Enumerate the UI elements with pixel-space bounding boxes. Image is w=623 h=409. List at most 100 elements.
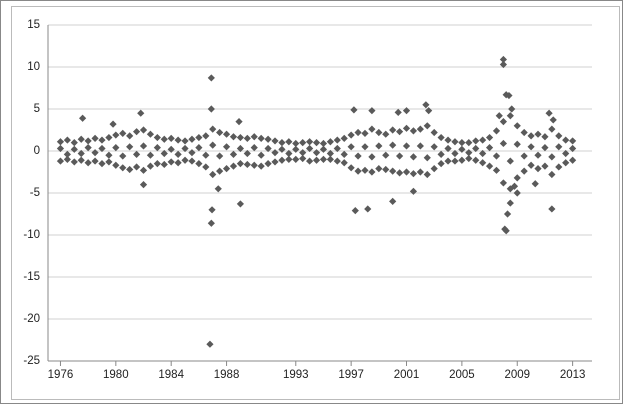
point: [562, 136, 570, 144]
point: [375, 165, 383, 173]
point: [368, 153, 376, 161]
point: [312, 149, 321, 157]
point: [350, 106, 358, 114]
point: [534, 165, 542, 173]
point: [506, 185, 514, 193]
point: [416, 142, 424, 150]
point: [485, 133, 494, 142]
point: [472, 156, 480, 164]
y-tick-label: -15: [23, 271, 40, 283]
point: [541, 144, 549, 152]
point: [451, 149, 459, 158]
point: [548, 205, 556, 213]
point: [299, 149, 307, 157]
point: [188, 135, 196, 143]
point: [437, 160, 445, 168]
point: [195, 133, 203, 142]
y-tick-label: -5: [30, 187, 40, 199]
y-tick-label: 0: [34, 145, 40, 157]
point: [250, 161, 258, 169]
point: [333, 144, 341, 153]
point: [222, 130, 231, 138]
point: [98, 136, 106, 144]
point: [209, 141, 217, 149]
point: [409, 170, 418, 178]
point: [153, 133, 161, 142]
point: [368, 168, 376, 176]
point: [132, 128, 141, 136]
point: [181, 156, 189, 164]
point: [437, 133, 445, 142]
point: [257, 134, 265, 142]
x-tick-label: 2001: [394, 369, 420, 381]
y-tick-label: -20: [23, 313, 40, 325]
point: [292, 139, 300, 148]
point: [389, 167, 397, 175]
point: [437, 150, 445, 158]
point: [569, 156, 577, 164]
point: [472, 137, 480, 145]
point: [465, 154, 473, 163]
point: [188, 157, 196, 165]
y-tick-label: -25: [23, 355, 40, 367]
point: [520, 167, 528, 175]
point: [505, 91, 513, 100]
point: [207, 105, 215, 113]
point: [160, 135, 168, 143]
point: [513, 189, 521, 197]
point: [354, 128, 362, 137]
point: [79, 114, 87, 122]
point: [236, 160, 245, 168]
point: [126, 132, 134, 140]
point: [257, 151, 265, 159]
point: [207, 74, 215, 82]
point: [416, 168, 424, 176]
point: [506, 199, 514, 207]
point: [340, 150, 348, 158]
point: [91, 149, 99, 157]
point: [105, 133, 113, 142]
point: [202, 151, 210, 159]
point: [569, 137, 577, 145]
point: [264, 144, 272, 153]
point: [285, 138, 293, 146]
point: [340, 134, 348, 142]
point: [243, 134, 251, 142]
point: [206, 340, 214, 348]
point: [545, 109, 553, 117]
point: [160, 149, 168, 158]
point: [292, 155, 300, 163]
point: [243, 149, 251, 158]
x-tick-label: 1980: [103, 369, 129, 381]
x-tick-label: 1997: [338, 369, 364, 381]
point: [229, 162, 238, 170]
point: [271, 149, 279, 157]
point: [409, 187, 418, 195]
point: [479, 149, 487, 158]
point: [319, 145, 328, 153]
point: [167, 134, 175, 142]
point: [520, 152, 528, 160]
point: [306, 144, 314, 153]
point: [402, 107, 411, 115]
point: [527, 143, 535, 151]
point: [495, 112, 503, 120]
point: [312, 139, 321, 147]
point: [188, 149, 196, 157]
point: [340, 159, 348, 167]
point: [109, 120, 117, 128]
point: [492, 127, 501, 135]
point: [278, 139, 286, 147]
point: [451, 138, 459, 146]
point: [382, 130, 390, 138]
point: [326, 155, 334, 163]
point: [430, 128, 438, 137]
point: [549, 116, 557, 124]
point: [326, 149, 334, 158]
point: [160, 160, 168, 169]
point: [361, 143, 369, 151]
point: [472, 144, 480, 153]
point: [423, 154, 431, 162]
